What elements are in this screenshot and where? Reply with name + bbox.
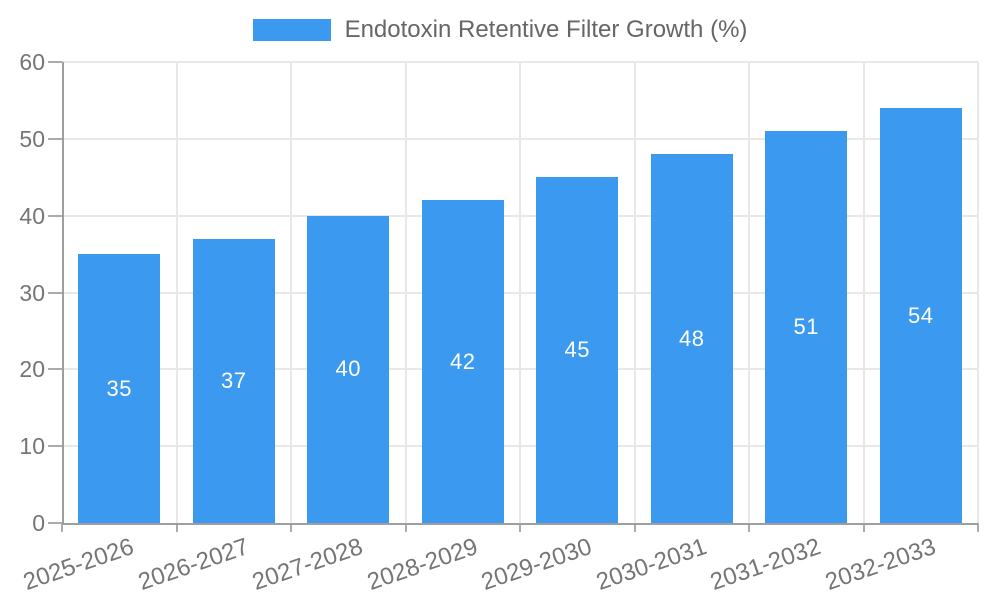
x-tick-mark [977,523,979,532]
y-tick-mark [48,522,62,524]
y-axis-line [62,62,64,523]
y-axis-tick-label: 60 [19,49,45,75]
y-axis-tick-label: 40 [19,202,45,229]
y-tick-mark [48,445,62,448]
x-tick-mark [61,523,63,532]
x-axis-tick-label: 2027-2028 [249,533,367,596]
gridline-vertical [519,62,521,523]
x-tick-mark [404,523,407,532]
bar[interactable]: 35 [78,254,161,523]
y-axis-tick-label: 30 [19,279,45,306]
y-axis-tick-label: 10 [19,433,45,460]
y-axis-tick-label: 0 [32,510,45,536]
gridline-vertical [748,62,750,523]
legend-label: Endotoxin Retentive Filter Growth (%) [344,16,748,43]
gridline-vertical [633,62,636,523]
legend-swatch [252,19,331,41]
bar[interactable]: 54 [879,108,962,523]
bar-value-label: 51 [793,314,819,340]
y-tick-mark [48,214,62,217]
x-axis-tick-label: 2030-2031 [592,533,711,596]
y-tick-mark [48,291,62,294]
x-tick-mark [748,523,750,532]
gridline-vertical [404,62,407,523]
bar[interactable]: 40 [307,215,390,523]
x-axis-tick-label: 2032-2033 [821,533,940,596]
bar-value-label: 37 [221,367,247,393]
x-axis-tick-label: 2031-2032 [707,533,825,596]
bar-value-label: 42 [450,348,476,374]
y-axis-tick-label: 50 [19,125,45,152]
bar[interactable]: 45 [536,177,619,523]
x-tick-mark [175,523,178,532]
x-tick-mark [519,523,521,532]
x-axis-tick-label: 2028-2029 [363,533,482,596]
x-axis-tick-label: 2026-2027 [134,533,253,596]
x-tick-mark [290,523,292,532]
bar-value-label: 54 [908,302,934,328]
gridline-vertical [977,62,979,523]
y-tick-mark [48,368,62,371]
gridline-vertical [862,62,865,523]
x-axis-tick-label: 2029-2030 [478,533,596,596]
y-tick-mark [48,61,62,63]
x-tick-mark [862,523,865,532]
x-axis-line [62,523,978,525]
gridline-vertical [175,62,178,523]
gridline-vertical [290,62,292,523]
legend[interactable]: Endotoxin Retentive Filter Growth (%) [0,16,1000,44]
y-axis-tick-label: 20 [19,356,45,383]
bar[interactable]: 51 [765,131,848,523]
bar-value-label: 40 [335,356,361,382]
bar-value-label: 35 [106,375,132,401]
bar-value-label: 45 [564,337,590,363]
bar[interactable]: 37 [192,238,275,523]
x-tick-mark [633,523,636,532]
y-tick-mark [48,137,62,140]
bar[interactable]: 48 [650,154,733,523]
x-axis-tick-label: 2025-2026 [20,533,138,596]
bar[interactable]: 42 [421,200,504,523]
bar-value-label: 48 [679,325,705,351]
